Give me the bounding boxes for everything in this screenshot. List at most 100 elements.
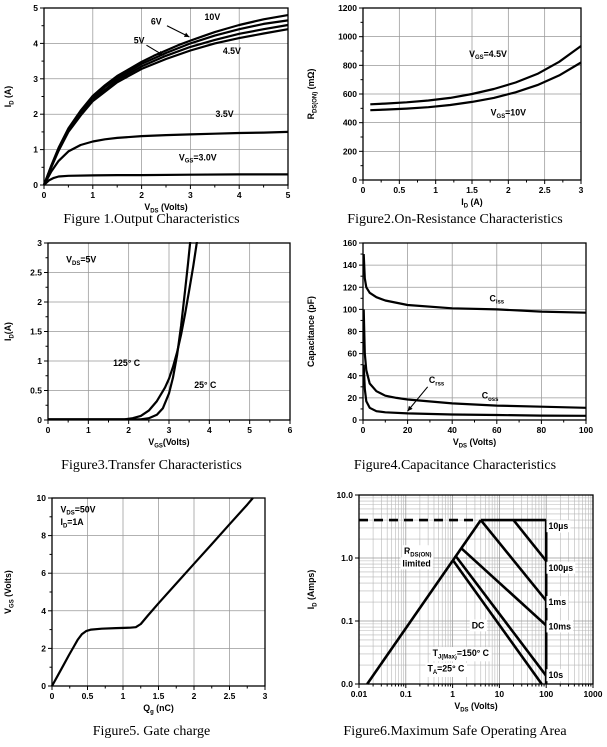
svg-text:0: 0 [33, 180, 38, 190]
svg-text:2.5: 2.5 [30, 268, 42, 278]
svg-text:ID (Amps): ID (Amps) [306, 570, 318, 610]
safe-operating-area-chart: 0.01 0.1 1 10 100 1000 0.0 0.1 1.0 10.0 VDS (Volts… [306, 490, 603, 713]
svg-text:125° C: 125° C [113, 358, 141, 368]
figure-caption: Figure3.Transfer Characteristics [61, 458, 242, 473]
svg-text:100: 100 [539, 689, 553, 699]
svg-text:25° C: 25° C [194, 380, 217, 390]
svg-text:0.01: 0.01 [351, 689, 368, 699]
svg-text:5: 5 [247, 425, 252, 435]
svg-text:VDS=5V: VDS=5V [66, 255, 96, 267]
svg-text:0: 0 [361, 425, 366, 435]
svg-text:40: 40 [447, 425, 457, 435]
svg-text:1: 1 [450, 689, 455, 699]
svg-text:2: 2 [41, 643, 46, 653]
svg-text:3: 3 [33, 74, 38, 84]
svg-text:2: 2 [33, 109, 38, 119]
svg-text:3: 3 [37, 238, 42, 248]
svg-text:10µs: 10µs [549, 521, 569, 531]
svg-text:0: 0 [46, 425, 51, 435]
svg-text:1: 1 [86, 425, 91, 435]
svg-text:60: 60 [348, 349, 358, 359]
svg-text:TJ(Max)=150° C: TJ(Max)=150° C [433, 648, 490, 660]
svg-text:VGS=4.5V: VGS=4.5V [469, 49, 507, 61]
svg-text:10ms: 10ms [549, 621, 572, 631]
output-characteristics-chart: 0 1 2 3 4 5 0 1 2 3 4 5 VDS (Volts) ID (A) 6V 10V 5V 4.5V… [3, 3, 291, 214]
svg-text:60: 60 [492, 425, 502, 435]
svg-text:0.5: 0.5 [393, 185, 405, 195]
svg-text:0: 0 [352, 175, 357, 185]
svg-text:3: 3 [579, 185, 584, 195]
svg-text:2.5: 2.5 [224, 691, 236, 701]
svg-text:6V: 6V [151, 16, 162, 26]
svg-text:1: 1 [90, 190, 95, 200]
svg-text:VDS (Volts): VDS (Volts) [453, 437, 496, 449]
svg-text:200: 200 [343, 146, 357, 156]
capacitance-chart: 0 20 40 60 80 100 0 20 40 60 80 100 120 140 160 VDS (Vo… [306, 238, 593, 449]
svg-text:0: 0 [50, 691, 55, 701]
svg-text:Coss: Coss [482, 391, 499, 403]
svg-text:Ciss: Ciss [489, 293, 504, 305]
svg-text:1: 1 [433, 185, 438, 195]
svg-text:100: 100 [579, 425, 593, 435]
svg-text:0: 0 [42, 190, 47, 200]
svg-text:20: 20 [348, 393, 358, 403]
on-resistance-chart: 0 0.5 1 1.5 2 2.5 3 0 200 400 600 800 1000 1200 ID (A)… [306, 3, 584, 209]
svg-text:RDS(ON): RDS(ON) [404, 546, 432, 558]
svg-text:1200: 1200 [338, 3, 357, 13]
svg-text:2: 2 [126, 425, 131, 435]
svg-text:0: 0 [37, 415, 42, 425]
svg-text:4: 4 [207, 425, 212, 435]
svg-text:2: 2 [506, 185, 511, 195]
svg-text:VGS=10V: VGS=10V [491, 108, 526, 120]
svg-text:3.5V: 3.5V [216, 109, 234, 119]
svg-text:2: 2 [37, 297, 42, 307]
svg-text:0.5: 0.5 [30, 386, 42, 396]
svg-text:5V: 5V [134, 36, 145, 46]
svg-text:1: 1 [37, 356, 42, 366]
svg-text:800: 800 [343, 60, 357, 70]
svg-text:100µs: 100µs [549, 563, 574, 573]
svg-text:600: 600 [343, 89, 357, 99]
svg-text:VDS (Volts): VDS (Volts) [454, 701, 497, 713]
svg-text:140: 140 [343, 260, 357, 270]
svg-text:10V: 10V [205, 12, 221, 22]
svg-text:1000: 1000 [584, 689, 603, 699]
svg-text:1000: 1000 [338, 32, 357, 42]
svg-text:0.5: 0.5 [82, 691, 94, 701]
transfer-characteristics-chart: 0 1 2 3 4 5 6 0 0.5 1 1.5 2 2.5 3 VGS(Volts) ID(A) VDS=5… [3, 238, 293, 449]
svg-text:100: 100 [343, 304, 357, 314]
svg-text:1: 1 [33, 145, 38, 155]
svg-text:limited: limited [402, 558, 430, 568]
svg-text:1.0: 1.0 [341, 553, 353, 563]
svg-text:10s: 10s [549, 670, 564, 680]
svg-text:5: 5 [286, 190, 291, 200]
svg-text:80: 80 [537, 425, 547, 435]
svg-text:1.5: 1.5 [466, 185, 478, 195]
svg-text:5: 5 [33, 3, 38, 13]
svg-text:Crss: Crss [429, 375, 445, 387]
svg-text:80: 80 [348, 327, 358, 337]
svg-text:1.5: 1.5 [153, 691, 165, 701]
svg-text:400: 400 [343, 118, 357, 128]
svg-text:4: 4 [33, 38, 38, 48]
svg-text:0: 0 [361, 185, 366, 195]
svg-text:2: 2 [192, 691, 197, 701]
svg-text:0: 0 [41, 681, 46, 691]
svg-text:8: 8 [41, 531, 46, 541]
svg-text:0.1: 0.1 [341, 616, 353, 626]
svg-text:0: 0 [352, 415, 357, 425]
figure-caption: Figure6.Maximum Safe Operating Area [343, 724, 567, 739]
svg-text:0.0: 0.0 [341, 679, 353, 689]
figure-caption: Figure5. Gate charge [92, 724, 211, 739]
svg-text:4: 4 [41, 606, 46, 616]
gate-charge-chart: 0 0.5 1 1.5 2 2.5 3 0 2 4 6 8 10 Qg (nC) VGS (Volts) VD… [3, 493, 268, 715]
svg-text:2: 2 [139, 190, 144, 200]
svg-text:0.1: 0.1 [400, 689, 412, 699]
svg-text:10: 10 [495, 689, 505, 699]
svg-text:3: 3 [167, 425, 172, 435]
svg-text:VGS=3.0V: VGS=3.0V [179, 152, 217, 164]
svg-text:RDS(ON) (mΩ): RDS(ON) (mΩ) [306, 69, 318, 120]
svg-text:20: 20 [403, 425, 413, 435]
svg-text:10: 10 [37, 493, 47, 503]
